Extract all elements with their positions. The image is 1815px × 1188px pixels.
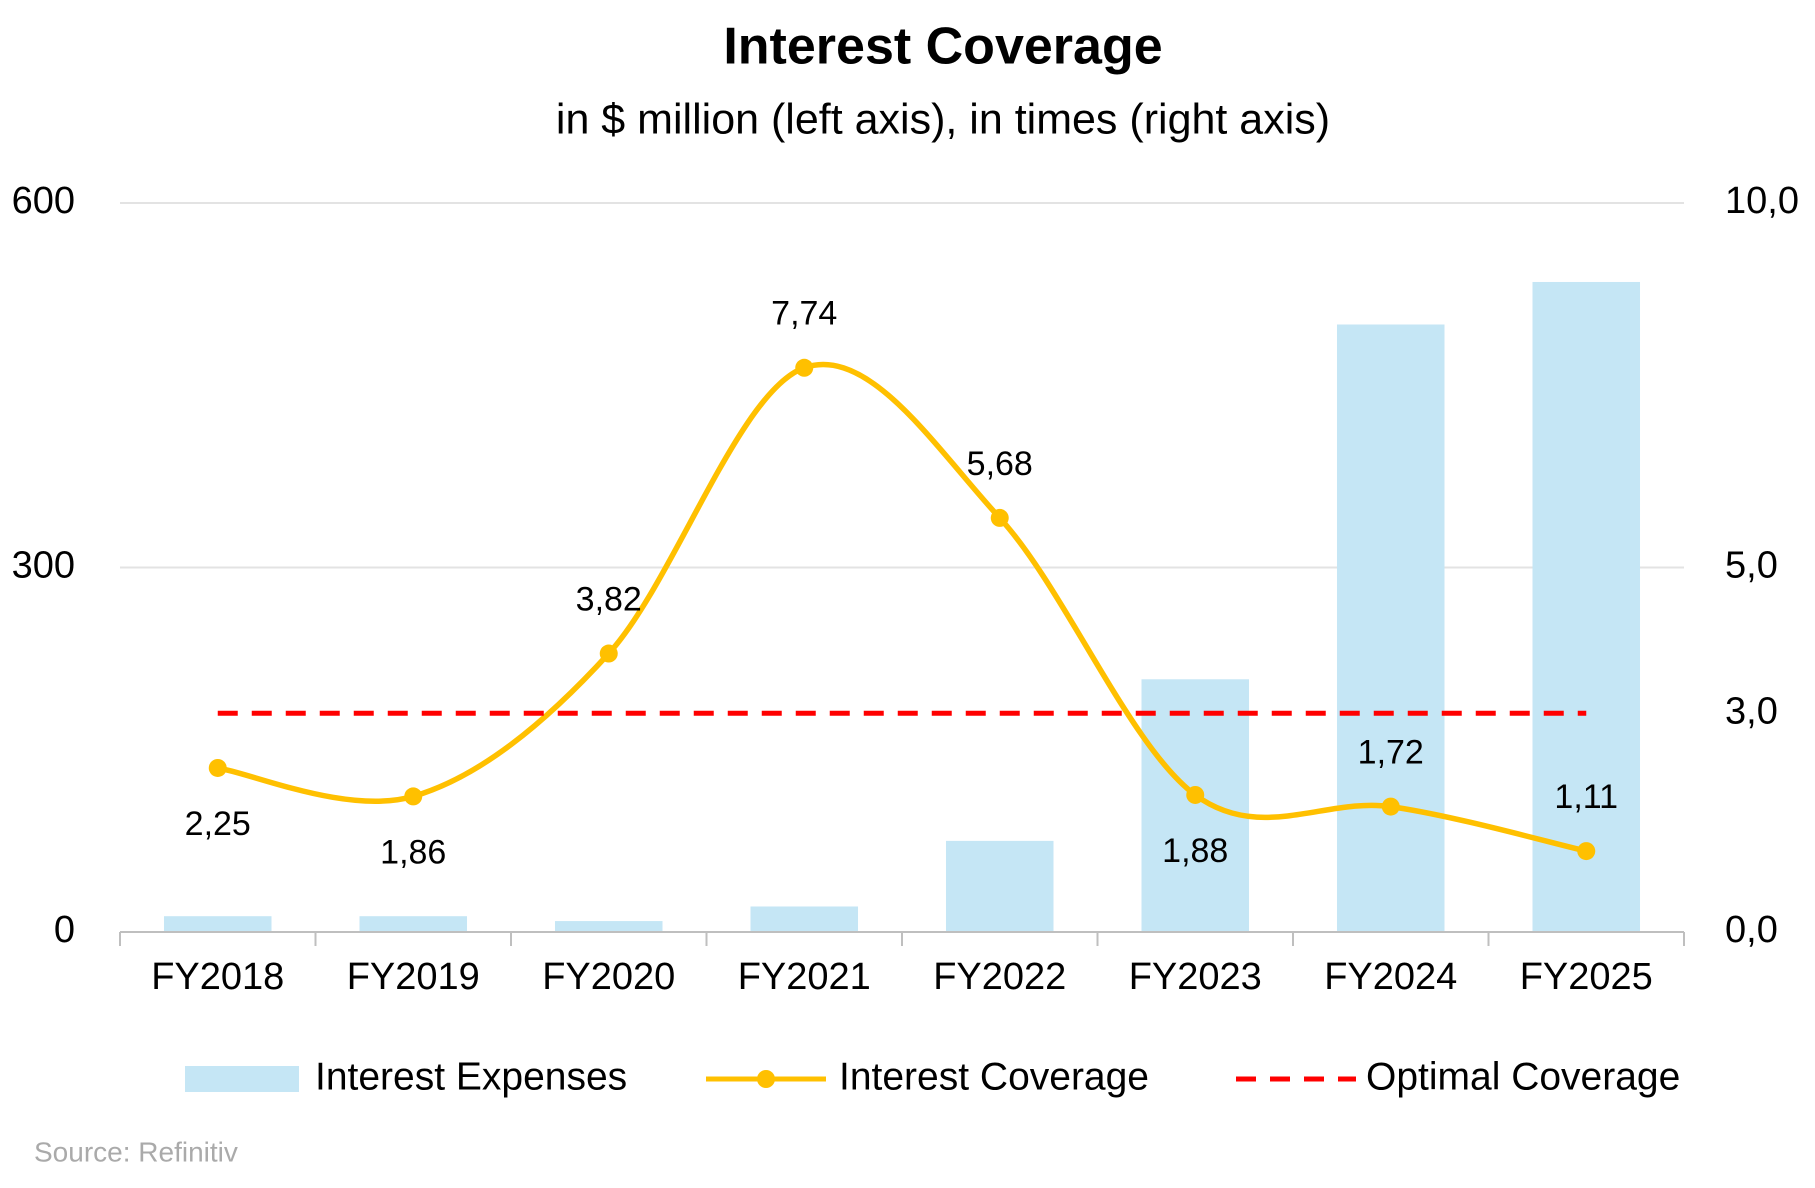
source-note: Source: Refinitiv [34, 1136, 238, 1167]
y-tick-label: 300 [12, 545, 75, 587]
line-marker [990, 508, 1009, 527]
bar [750, 906, 859, 932]
legend-marker [757, 1070, 775, 1088]
data-label: 5,68 [967, 445, 1033, 483]
x-tick-label: FY2023 [1129, 956, 1262, 998]
chart-title: Interest Coverage [723, 18, 1162, 76]
bar [163, 916, 272, 932]
data-label: 7,74 [771, 295, 837, 333]
line-marker [1186, 785, 1205, 804]
data-label: 1,11 [1554, 778, 1618, 816]
line-marker [1577, 842, 1596, 861]
y2-tick-label: 10,0 [1725, 180, 1799, 222]
data-label: 2,25 [185, 805, 251, 843]
line-marker [795, 358, 814, 377]
line-marker [208, 758, 227, 777]
bar [554, 921, 663, 932]
bar [945, 840, 1054, 932]
y2-tick-label: 0,0 [1725, 909, 1778, 951]
legend-label: Interest Coverage [839, 1055, 1149, 1098]
chart-subtitle: in $ million (left axis), in times (righ… [556, 95, 1330, 143]
x-tick-label: FY2020 [542, 956, 675, 998]
x-tick-label: FY2024 [1324, 956, 1457, 998]
y2-tick-label: 5,0 [1725, 545, 1778, 587]
data-label: 3,82 [576, 581, 642, 619]
legend-swatch [185, 1066, 299, 1092]
bar [1336, 324, 1445, 932]
data-label: 1,88 [1162, 832, 1228, 870]
x-tick-label: FY2018 [151, 956, 284, 998]
legend-label: Interest Expenses [315, 1055, 627, 1098]
bar [1532, 281, 1641, 933]
x-tick-label: FY2019 [347, 956, 480, 998]
x-tick-label: FY2025 [1520, 956, 1653, 998]
legend-label: Optimal Coverage [1366, 1055, 1680, 1098]
bar [359, 916, 468, 932]
data-label: 1,72 [1358, 734, 1424, 772]
line-marker [404, 787, 423, 806]
y-tick-label: 600 [12, 180, 75, 222]
x-tick-label: FY2021 [738, 956, 871, 998]
y2-tick-label: 3,0 [1725, 690, 1778, 732]
bar [1141, 679, 1250, 932]
line-marker [599, 644, 618, 663]
line [217, 361, 1587, 854]
y-tick-label: 0 [54, 909, 75, 951]
data-label: 1,86 [380, 833, 446, 871]
line-marker [1381, 797, 1400, 816]
x-tick-label: FY2022 [933, 956, 1066, 998]
